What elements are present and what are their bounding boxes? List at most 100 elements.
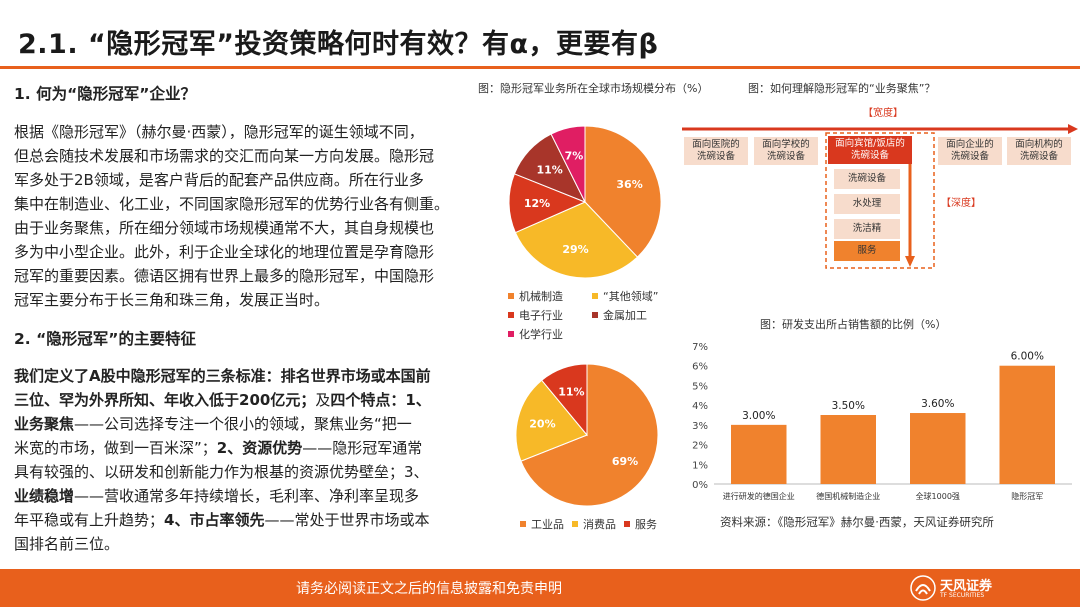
features-text-bold: 三位、罕为外界所知、年收入低于200亿元； bbox=[14, 391, 316, 409]
y-tick-label: 7% bbox=[692, 342, 708, 353]
bar-value-label: 3.50% bbox=[832, 400, 865, 412]
features-line: 米宽的市场，做到一百米深”；2、资源优势——隐形冠军通常 bbox=[14, 436, 431, 460]
pie2-legend: 工业品 消费品 服务 bbox=[520, 516, 680, 532]
features-text: ——公司选择专注一个很小的领域，聚焦业务“把一 bbox=[74, 415, 412, 433]
fig2-caption: 图：如何理解隐形冠军的“业务聚焦”？ bbox=[748, 82, 936, 95]
tf-logo-icon bbox=[910, 575, 936, 601]
features-text: ——常处于世界市场或本 bbox=[264, 511, 430, 529]
legend-swatch bbox=[508, 312, 514, 318]
bar-value-label: 6.00% bbox=[1011, 351, 1044, 363]
bar-value-label: 3.60% bbox=[921, 398, 954, 410]
y-tick-label: 6% bbox=[692, 362, 708, 373]
legend-item: 机械制造 bbox=[508, 288, 563, 304]
features-text: 及 bbox=[315, 391, 331, 409]
intro-paragraph: 根据《隐形冠军》（赫尔曼·西蒙），隐形冠军的诞生领域不同， 但总会随技术发展和市… bbox=[14, 120, 449, 312]
intro-line: 多为中小型企业。此外，利于企业全球化的地理位置是孕育隐形 bbox=[14, 243, 435, 261]
legend-item: 电子行业 bbox=[508, 307, 563, 323]
features-line: 三位、罕为外界所知、年收入低于200亿元；及四个特点：1、 bbox=[14, 388, 431, 412]
y-tick-label: 0% bbox=[692, 480, 708, 491]
pie-chart-business-type: 69% 20% 11% bbox=[515, 363, 659, 507]
features-line: 年平稳或有上升趋势；4、市占率领先——常处于世界市场或本 bbox=[14, 508, 431, 532]
legend-label: “其他领域” bbox=[603, 290, 659, 303]
pie-slice bbox=[584, 125, 662, 258]
heading-what-is: 1. 何为“隐形冠军”企业？ bbox=[14, 85, 196, 103]
intro-line: 但总会随技术发展和市场需求的交汇而向某一方向发展。隐形冠 bbox=[14, 147, 435, 165]
legend-item: 服务 bbox=[624, 516, 657, 532]
legend-item: “其他领域” bbox=[592, 288, 658, 304]
heading-features: 2. “隐形冠军”的主要特征 bbox=[14, 330, 196, 348]
features-text: 年平稳或有上升趋势； bbox=[14, 511, 165, 529]
pie-slice bbox=[515, 379, 588, 462]
pie-slice bbox=[541, 363, 588, 437]
intro-line: 冠军主要分布于长三角和珠三角，发展正当时。 bbox=[14, 291, 330, 309]
source-note: 资料来源：《隐形冠军》赫尔曼·西蒙，天风证券研究所 bbox=[720, 515, 994, 529]
legend-item: 化学行业 bbox=[508, 326, 563, 342]
box-hospital: 面向医院的 洗碗设备 bbox=[684, 137, 748, 165]
legend-swatch bbox=[508, 293, 514, 299]
x-category-label: 隐形冠军 bbox=[1011, 491, 1043, 501]
legend-swatch bbox=[508, 331, 514, 337]
intro-line: 由于业务聚焦，所在细分领域市场规模通常不大，其自身规模也 bbox=[14, 219, 435, 237]
features-paragraph: 我们定义了A股中隐形冠军的三条标准：排名世界市场或本国前 三位、罕为外界所知、年… bbox=[14, 364, 431, 556]
y-tick-label: 5% bbox=[692, 381, 708, 392]
fig1-caption: 图：隐形冠军业务所在全球市场规模分布（%） bbox=[478, 82, 709, 95]
features-text-bold: 4、市占率领先 bbox=[164, 511, 265, 529]
x-category-label: 德国机械制造企业 bbox=[816, 491, 880, 501]
width-label: 【宽度】 bbox=[858, 107, 908, 121]
bar bbox=[820, 415, 876, 484]
bar bbox=[731, 424, 787, 484]
features-text-bold: 业务聚焦 bbox=[14, 415, 75, 433]
focus-diagram: 【宽度】 【深度】 面向医院的 洗碗设备 面向学校的 洗碗设备 面向宾馆/饭店的… bbox=[680, 105, 1080, 275]
features-text: ——营收通常多年持续增长，毛利率、净利率呈现多 bbox=[74, 487, 420, 505]
legend-item: 金属加工 bbox=[592, 307, 647, 323]
features-text-bold: 2、资源优势 bbox=[216, 439, 303, 457]
title-divider bbox=[0, 66, 1080, 69]
sub-box-detergent: 洗洁精 bbox=[834, 219, 900, 239]
intro-line: 根据《隐形冠军》（赫尔曼·西蒙），隐形冠军的诞生领域不同， bbox=[14, 123, 424, 141]
page-title: 2.1. “隐形冠军”投资策略何时有效？有α，更要有β bbox=[18, 29, 659, 60]
disclaimer-text: 请务必阅读正文之后的信息披露和免责申明 bbox=[296, 581, 562, 597]
legend-label: 服务 bbox=[635, 518, 657, 531]
y-tick-label: 1% bbox=[692, 460, 708, 471]
legend-label: 机械制造 bbox=[519, 290, 563, 303]
box-hotel: 面向宾馆/饭店的 洗碗设备 bbox=[828, 136, 912, 164]
bar bbox=[999, 365, 1055, 484]
bar-chart-rd-ratio: 0% 1% 2% 3% 4% 5% 6% 7% 3.00% 进行研发的德国企业 3.50% 德国机械制… bbox=[692, 342, 1072, 501]
pie-slice-label: 11% bbox=[558, 386, 584, 399]
legend-item: 消费品 bbox=[572, 516, 616, 532]
legend-swatch bbox=[592, 293, 598, 299]
pie-slice-label: 20% bbox=[529, 418, 555, 431]
legend-label: 电子行业 bbox=[519, 309, 563, 322]
pie-slice-label: 29% bbox=[562, 243, 588, 256]
fig3-caption: 图：研发支出所占销售额的比例（%） bbox=[760, 318, 947, 331]
legend-swatch bbox=[520, 521, 526, 527]
x-category-label: 进行研发的德国企业 bbox=[723, 491, 795, 501]
features-line: 业绩稳增——营收通常多年持续增长，毛利率、净利率呈现多 bbox=[14, 484, 431, 508]
pie-chart-market-distribution: 36% 29% 12% 11%7% bbox=[508, 125, 662, 279]
legend-swatch bbox=[592, 312, 598, 318]
intro-line: 军多处于2B领域，是客户背后的配套产品供应商。所在行业多 bbox=[14, 171, 424, 189]
x-category-label: 全球1000强 bbox=[916, 491, 960, 501]
legend-label: 工业品 bbox=[531, 518, 564, 531]
sub-box-service: 服务 bbox=[834, 241, 900, 261]
pie-slice-label: 11% bbox=[537, 163, 563, 176]
pie-slice-label: 7% bbox=[565, 149, 584, 162]
sub-box-water: 水处理 bbox=[834, 194, 900, 214]
pie1-legend: 机械制造 “其他领域” 电子行业 金属加工化学行业 bbox=[508, 288, 678, 348]
features-line: 国排名前三位。 bbox=[14, 535, 120, 553]
legend-label: 化学行业 bbox=[519, 328, 563, 341]
depth-label: 【深度】 bbox=[936, 197, 986, 211]
y-tick-label: 3% bbox=[692, 421, 708, 432]
pie-slice bbox=[508, 173, 587, 234]
features-text: ——隐形冠军通常 bbox=[302, 439, 423, 457]
box-institution: 面向机构的 洗碗设备 bbox=[1007, 137, 1071, 165]
intro-line: 冠军的重要因素。德语区拥有世界上最多的隐形冠军，中国隐形 bbox=[14, 267, 435, 285]
pie-slice-label: 12% bbox=[524, 197, 550, 210]
sub-box-dishwasher: 洗碗设备 bbox=[834, 169, 900, 189]
legend-swatch bbox=[624, 521, 630, 527]
features-text-bold: 四个特点：1、 bbox=[330, 391, 431, 409]
legend-label: 消费品 bbox=[583, 518, 616, 531]
box-enterprise: 面向企业的 洗碗设备 bbox=[938, 137, 1002, 165]
pie-slice bbox=[550, 125, 586, 203]
pie-slice bbox=[520, 363, 659, 507]
